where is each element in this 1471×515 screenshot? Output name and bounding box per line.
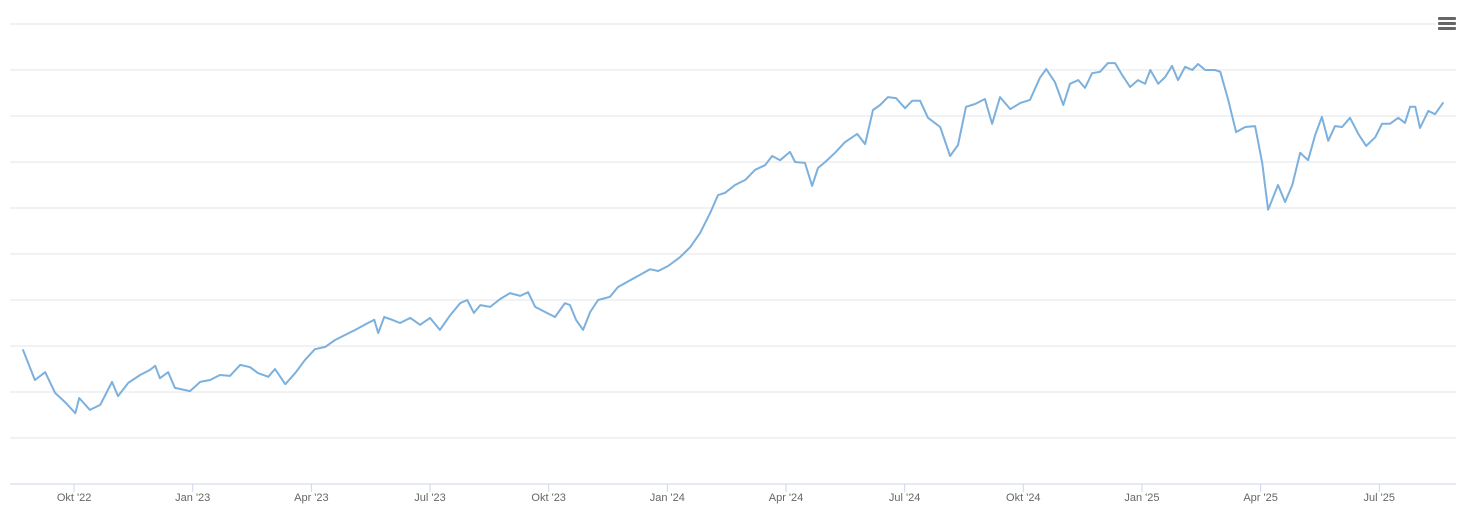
x-tick-label: Jan '25 bbox=[1124, 492, 1159, 504]
x-tick-label: Jul '25 bbox=[1364, 492, 1395, 504]
x-tick-label: Okt '23 bbox=[531, 492, 566, 504]
x-tick-label: Apr '24 bbox=[769, 492, 804, 504]
menu-bar bbox=[1438, 22, 1456, 25]
x-tick-label: Jan '24 bbox=[650, 492, 685, 504]
menu-bar bbox=[1438, 17, 1456, 20]
x-tick-label: Jul '24 bbox=[889, 492, 920, 504]
menu-bar bbox=[1438, 27, 1456, 30]
menu-button[interactable] bbox=[1436, 14, 1458, 34]
x-tick-label: Okt '24 bbox=[1006, 492, 1041, 504]
line bbox=[22, 62, 1444, 415]
x-tick-label: Apr '25 bbox=[1243, 492, 1278, 504]
x-tick-label: Jan '23 bbox=[175, 492, 210, 504]
x-tick-label: Okt '22 bbox=[57, 492, 92, 504]
x-tick-label: Apr '23 bbox=[294, 492, 329, 504]
x-tick-label: Jul '23 bbox=[414, 492, 445, 504]
plot: Okt '22 Jan '23 Apr '23 Jul '23 Okt '23 Jan '… bbox=[10, 23, 1456, 504]
